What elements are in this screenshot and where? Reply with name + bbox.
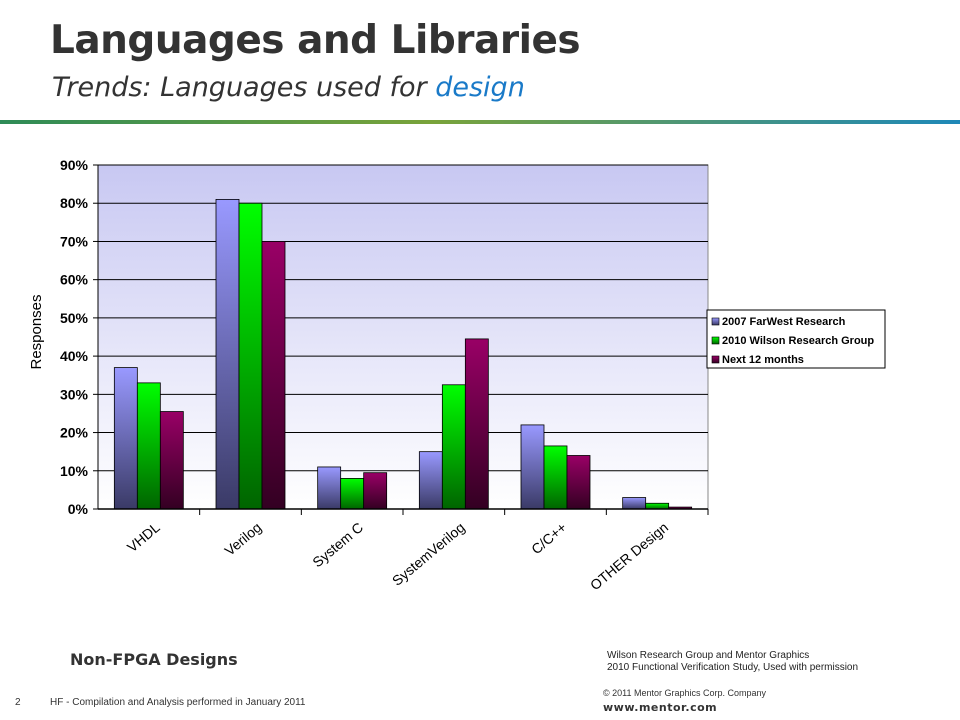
y-tick-label: 20%: [60, 425, 89, 441]
bar-chart: 0% 10% 20% 30% 40% 50% 60% 70% 80% 90% VHDL Verilo…: [28, 157, 886, 593]
y-tick-label: 30%: [60, 386, 89, 402]
legend-box: [706, 309, 886, 369]
bar: [215, 198, 240, 510]
bar: [113, 367, 138, 510]
legend-label: 2007 FarWest Research: [722, 316, 846, 328]
bar: [261, 241, 286, 510]
category-label: OTHER Design: [587, 519, 671, 593]
y-tick-label: 90%: [60, 157, 89, 173]
source-line-2: 2010 Functional Verification Study, Used…: [607, 662, 859, 673]
y-tick-label: 40%: [60, 348, 89, 364]
bar: [464, 338, 489, 510]
bar: [136, 382, 161, 510]
subtitle-prefix: Trends: Languages used for: [52, 72, 436, 103]
category-label: C/C++: [528, 519, 569, 557]
title-divider: [0, 120, 960, 124]
bar: [441, 384, 466, 510]
copyright: © 2011 Mentor Graphics Corp. Company: [603, 688, 767, 698]
bar: [566, 455, 591, 510]
bar: [622, 497, 647, 510]
footer-text: HF - Compilation and Analysis performed …: [50, 697, 306, 708]
y-tick-label: 0%: [68, 501, 89, 517]
bar: [363, 472, 388, 510]
website-url: www.mentor.com: [603, 701, 718, 714]
legend-label: Next 12 months: [722, 354, 804, 366]
category-label: VHDL: [124, 519, 163, 555]
bar: [340, 478, 365, 510]
y-tick-label: 80%: [60, 195, 89, 211]
source-note: Wilson Research Group and Mentor Graphic…: [607, 650, 858, 674]
subtitle-accent: design: [435, 72, 525, 103]
y-tick-label: 10%: [60, 463, 89, 479]
page-number: 2: [15, 697, 21, 708]
bar: [317, 466, 342, 510]
legend-swatch: [711, 355, 720, 364]
legend: 2007 FarWest Research 2010 Wilson Researc…: [706, 309, 886, 369]
bar: [645, 502, 670, 510]
source-line-1: Wilson Research Group and Mentor Graphic…: [607, 650, 810, 661]
bar: [418, 451, 443, 510]
category-label: Verilog: [221, 519, 264, 559]
category-label: System C: [309, 519, 366, 570]
y-tick-label: 70%: [60, 233, 89, 249]
bar: [238, 202, 263, 510]
legend-swatch: [711, 336, 720, 345]
y-axis-title: Responses: [28, 294, 45, 369]
slide-title: Languages and Libraries: [50, 18, 581, 63]
y-tick-label: 50%: [60, 310, 89, 326]
chart-note: Non-FPGA Designs: [70, 650, 238, 669]
slide-subtitle: Trends: Languages used for design: [52, 72, 525, 103]
plot-area: [97, 164, 709, 510]
y-tick-label: 60%: [60, 272, 89, 288]
bar: [543, 445, 568, 510]
bar: [520, 424, 545, 510]
legend-swatch: [711, 317, 720, 326]
bar: [159, 411, 184, 510]
legend-label: 2010 Wilson Research Group: [722, 335, 874, 347]
category-label: SystemVerilog: [389, 519, 468, 589]
